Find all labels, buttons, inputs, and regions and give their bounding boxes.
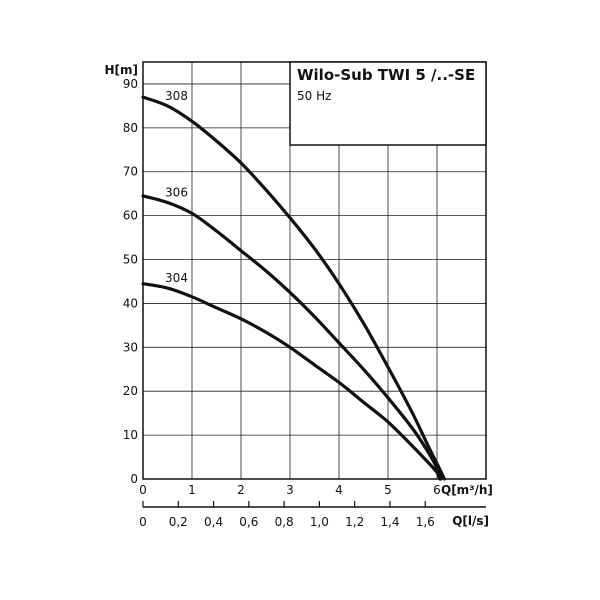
x-tick-label: 6 xyxy=(433,483,441,497)
x2-tick-label: 1,4 xyxy=(380,515,399,529)
x2-tick-label: 1,6 xyxy=(416,515,435,529)
y-tick-label: 0 xyxy=(130,472,138,486)
y-tick-label: 50 xyxy=(123,253,138,267)
x-tick-label: 5 xyxy=(384,483,392,497)
curve-308 xyxy=(141,95,446,481)
series-label-308: 308 xyxy=(165,89,188,103)
curve-306 xyxy=(141,194,443,481)
series-label-306: 306 xyxy=(165,185,188,199)
x2-tick-label: 0 xyxy=(139,515,147,529)
chart-subtitle: 50 Hz xyxy=(297,89,331,103)
series-label-304: 304 xyxy=(165,271,188,285)
x2-axis-ticks: 0 0,2 0,4 0,6 0,8 1,0 1,2 1,4 1,6 xyxy=(139,501,435,529)
x2-tick-label: 1,2 xyxy=(345,515,364,529)
x-tick-label: 3 xyxy=(286,483,294,497)
x-tick-label: 0 xyxy=(139,483,147,497)
x2-tick-label: 0,8 xyxy=(275,515,294,529)
x-axis-ticks: 0 1 2 3 4 5 6 xyxy=(139,483,441,497)
y-tick-label: 80 xyxy=(123,121,138,135)
y-tick-label: 20 xyxy=(123,384,138,398)
y-tick-label: 90 xyxy=(123,77,138,91)
y-tick-label: 60 xyxy=(123,209,138,223)
series-labels: 308 306 304 xyxy=(165,89,188,285)
x2-tick-label: 0,2 xyxy=(169,515,188,529)
x-tick-label: 1 xyxy=(188,483,196,497)
x-tick-label: 4 xyxy=(335,483,343,497)
y-axis-ticks: 0 10 20 30 40 50 60 70 80 90 xyxy=(123,77,138,486)
title-box xyxy=(289,61,487,146)
y-tick-label: 30 xyxy=(123,340,138,354)
y-tick-label: 40 xyxy=(123,296,138,310)
y-tick-label: 10 xyxy=(123,428,138,442)
x2-axis-label: Q[l/s] xyxy=(452,514,489,528)
curves xyxy=(141,95,446,481)
curve-304 xyxy=(141,282,442,481)
y-tick-label: 70 xyxy=(123,165,138,179)
y-axis-label: H[m] xyxy=(104,63,138,77)
x2-tick-label: 0,6 xyxy=(239,515,258,529)
x-tick-label: 2 xyxy=(237,483,245,497)
x2-tick-label: 1,0 xyxy=(310,515,329,529)
chart-title: Wilo-Sub TWI 5 /..-SE xyxy=(297,66,475,84)
x-axis-label: Q[m³/h] xyxy=(441,483,493,497)
x2-tick-label: 0,4 xyxy=(204,515,223,529)
